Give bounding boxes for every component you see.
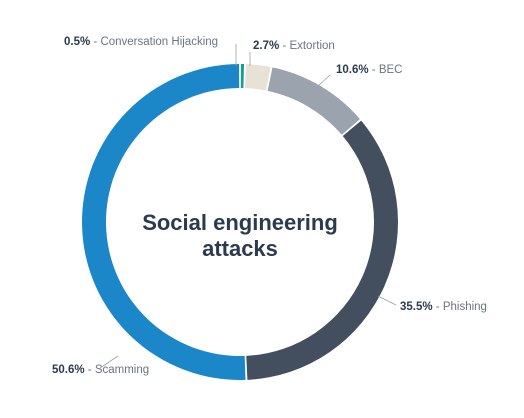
leader-line: [99, 355, 119, 369]
slice-label-value: 0.5%: [64, 36, 90, 48]
leader-line: [377, 295, 397, 306]
slice-label-value: 35.5%: [400, 301, 433, 313]
slice-labels-group: 0.5% - Conversation Hijacking 2.7% - Exto…: [52, 36, 487, 376]
chart-title-line-2: attacks: [202, 236, 278, 261]
slice-bec: [267, 67, 360, 135]
slice-label: 50.6% - Scamming: [52, 364, 149, 376]
slice-label-value: 50.6%: [52, 364, 85, 376]
slice-extortion: [245, 64, 271, 91]
slice-label-name: - Phishing: [433, 301, 487, 313]
chart-title-line-1: Social engineering: [142, 210, 338, 235]
slice-label: 0.5% - Conversation Hijacking: [64, 36, 218, 48]
slice-label: 2.7% - Extortion: [253, 40, 335, 52]
slice-label-name: - Scamming: [85, 364, 150, 376]
slice-label-value: 2.7%: [253, 40, 279, 52]
slices-group: [82, 64, 399, 380]
slice-label-name: - BEC: [369, 64, 403, 76]
leader-line: [317, 74, 331, 87]
slice-label-value: 10.6%: [336, 64, 369, 76]
slice-scamming: [82, 64, 246, 380]
slice-label-name: - Extortion: [279, 40, 335, 52]
slice-phishing: [246, 120, 399, 380]
slice-label: 35.5% - Phishing: [400, 301, 487, 313]
leader-lines-group: [99, 44, 397, 369]
slice-conversation-hijacking: [240, 64, 245, 89]
slice-label-name: - Conversation Hijacking: [90, 36, 218, 48]
slice-label: 10.6% - BEC: [336, 64, 402, 76]
